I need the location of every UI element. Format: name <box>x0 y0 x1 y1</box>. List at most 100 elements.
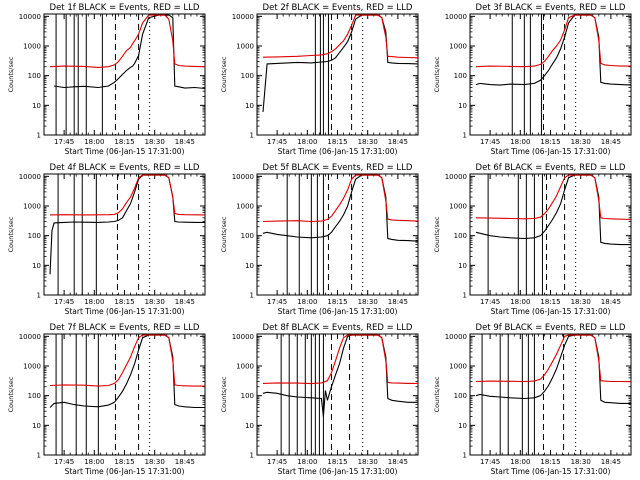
x-tick-label: 18:00 <box>510 298 530 306</box>
y-tick-label: 1000 <box>236 43 254 51</box>
marker-lines <box>487 174 577 295</box>
x-tick-label: 17:45 <box>480 458 500 466</box>
y-tick-label: 10000 <box>232 13 254 21</box>
y-tick-label: 10000 <box>445 13 467 21</box>
y-tick-label: 1000 <box>449 43 467 51</box>
lld-series-line <box>262 174 418 223</box>
panel-det-7: Det 7f BLACK = Events, RED = LLD 1 10 100 10… <box>7 323 206 476</box>
x-tick-label: 18:15 <box>540 298 560 306</box>
x-tick-label: 17:45 <box>267 138 287 146</box>
x-tick-label: 18:00 <box>84 138 104 146</box>
marker-lines <box>55 14 151 135</box>
panel-det-3: Det 3f BLACK = Events, RED = LLD 1 10 100 10… <box>433 3 632 156</box>
lld-series-line <box>262 334 418 385</box>
panel-title: Det 7f BLACK = Events, RED = LLD <box>50 323 200 333</box>
plot-frame <box>469 13 632 136</box>
y-tick-label: 10 <box>458 262 467 270</box>
y-tick-label: 10 <box>245 102 254 110</box>
y-tick-label: 10000 <box>19 333 41 341</box>
panel-title: Det 8f BLACK = Events, RED = LLD <box>263 323 413 333</box>
y-axis-label: Counts/sec <box>220 56 228 92</box>
y-tick-label: 100 <box>28 72 41 80</box>
x-tick-label: 18:00 <box>510 458 530 466</box>
y-axis-label: Counts/sec <box>7 376 15 412</box>
x-axis-label: Start Time (06-Jan-15 17:31:00) <box>278 307 398 316</box>
x-tick-label: 17:45 <box>54 138 74 146</box>
y-tick-label: 10000 <box>445 173 467 181</box>
x-tick-label: 18:00 <box>297 138 317 146</box>
y-tick-label: 10 <box>458 422 467 430</box>
x-tick-label: 18:30 <box>358 458 378 466</box>
x-tick-label: 18:30 <box>145 458 165 466</box>
y-axis-label: Counts/sec <box>7 216 15 252</box>
x-axis-label: Start Time (06-Jan-15 17:31:00) <box>278 147 398 156</box>
lld-series-line <box>475 174 631 221</box>
x-tick-label: 18:30 <box>358 298 378 306</box>
y-tick-label: 10 <box>32 262 41 270</box>
panel-title: Det 9f BLACK = Events, RED = LLD <box>476 323 626 333</box>
x-tick-label: 18:15 <box>327 458 347 466</box>
y-tick-label: 100 <box>454 392 467 400</box>
events-series-line <box>54 14 205 90</box>
y-tick-label: 1000 <box>449 363 467 371</box>
panel-title: Det 3f BLACK = Events, RED = LLD <box>476 3 626 13</box>
x-tick-label: 18:00 <box>297 298 317 306</box>
lld-series-line <box>49 334 205 387</box>
x-tick-label: 17:45 <box>480 298 500 306</box>
y-axis-label: Counts/sec <box>433 376 441 412</box>
y-tick-label: 100 <box>28 232 41 240</box>
lld-series-line <box>49 174 205 216</box>
marker-lines <box>511 14 577 135</box>
y-tick-label: 1000 <box>23 203 41 211</box>
x-tick-label: 18:15 <box>114 138 134 146</box>
x-tick-label: 18:15 <box>540 458 560 466</box>
x-tick-label: 18:45 <box>601 298 621 306</box>
y-tick-label: 10000 <box>232 333 254 341</box>
y-tick-label: 10 <box>458 102 467 110</box>
events-series-line <box>262 334 418 417</box>
x-tick-label: 18:30 <box>358 138 378 146</box>
y-tick-label: 10 <box>32 102 41 110</box>
lld-series-line <box>475 14 631 68</box>
marker-lines <box>314 14 364 135</box>
panel-det-5: Det 5f BLACK = Events, RED = LLD 1 10 100 10… <box>220 163 419 316</box>
x-axis-label: Start Time (06-Jan-15 17:31:00) <box>491 307 611 316</box>
panel-title: Det 6f BLACK = Events, RED = LLD <box>476 163 626 173</box>
y-tick-label: 100 <box>28 392 41 400</box>
marker-lines <box>55 334 151 455</box>
y-tick-label: 10000 <box>19 13 41 21</box>
y-tick-label: 1000 <box>23 363 41 371</box>
x-tick-label: 18:30 <box>571 458 591 466</box>
y-axis-label: Counts/sec <box>433 56 441 92</box>
x-tick-label: 18:45 <box>601 458 621 466</box>
y-tick-label: 1 <box>250 132 254 140</box>
x-tick-label: 18:45 <box>388 138 408 146</box>
lld-series-line <box>49 14 205 68</box>
x-tick-label: 17:45 <box>54 458 74 466</box>
x-tick-label: 18:00 <box>84 458 104 466</box>
panel-det-6: Det 6f BLACK = Events, RED = LLD 1 10 100 10… <box>433 163 632 316</box>
plot-frame <box>43 13 206 136</box>
x-tick-label: 18:00 <box>510 138 530 146</box>
y-tick-label: 1 <box>463 452 467 460</box>
y-tick-label: 10 <box>245 422 254 430</box>
events-series-line <box>49 174 205 275</box>
y-tick-label: 10000 <box>232 173 254 181</box>
x-tick-label: 18:45 <box>388 298 408 306</box>
marker-lines <box>280 334 364 455</box>
x-axis-label: Start Time (06-Jan-15 17:31:00) <box>491 147 611 156</box>
x-tick-label: 18:15 <box>327 138 347 146</box>
y-tick-label: 10000 <box>445 333 467 341</box>
x-tick-label: 18:45 <box>175 298 195 306</box>
x-tick-label: 18:45 <box>175 138 195 146</box>
plot-frame <box>469 173 632 296</box>
x-tick-label: 18:45 <box>388 458 408 466</box>
y-tick-label: 100 <box>241 392 254 400</box>
x-tick-label: 18:30 <box>145 138 165 146</box>
y-tick-label: 1 <box>37 452 41 460</box>
plot-frame <box>256 13 419 136</box>
panel-det-8: Det 8f BLACK = Events, RED = LLD 1 10 100 10… <box>220 323 419 476</box>
y-tick-label: 100 <box>454 72 467 80</box>
x-tick-label: 18:30 <box>145 298 165 306</box>
y-tick-label: 1 <box>463 132 467 140</box>
